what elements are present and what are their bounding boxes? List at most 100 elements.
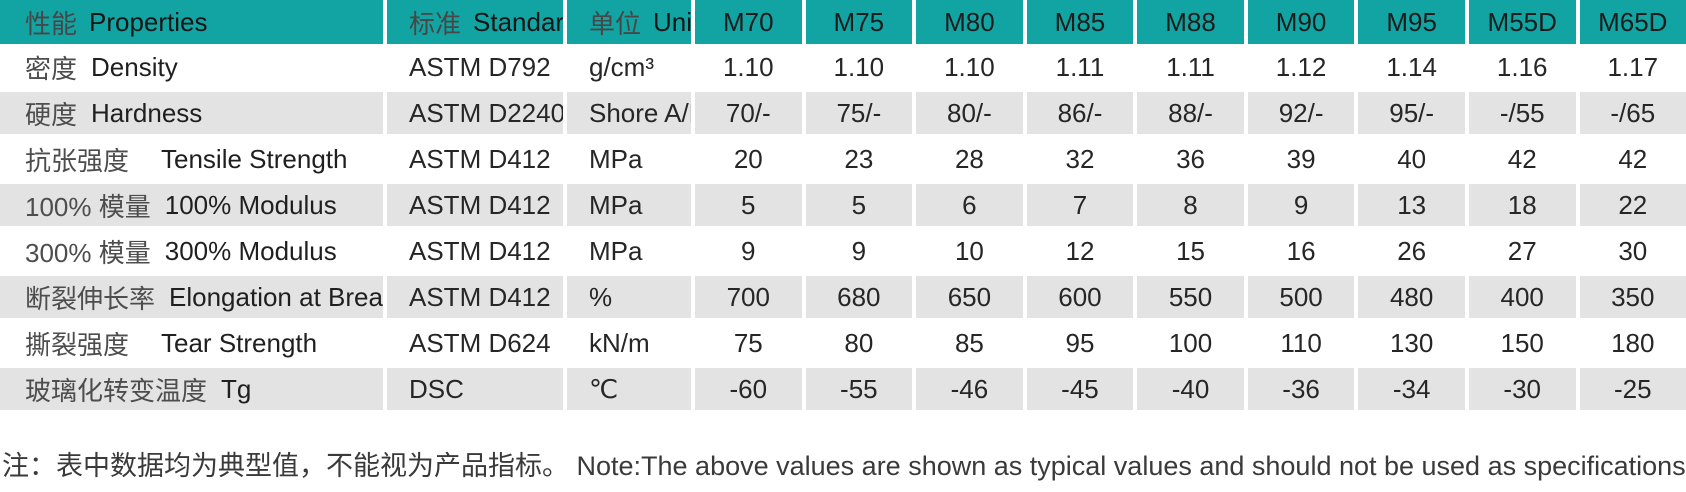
value-cell: -45 [1026, 368, 1138, 414]
value-cell: 180 [1579, 322, 1686, 368]
table-row: 密度 Density ASTM D792 g/cm³ 1.10 1.10 1.10 1.11 1… [0, 46, 1686, 92]
unit-cell: kN/m [567, 322, 695, 368]
value-cell: 95/- [1358, 92, 1469, 138]
value-cell: -/55 [1468, 92, 1580, 138]
value-cell: 9 [695, 230, 806, 276]
property-name-cn: 撕裂强度 [25, 329, 130, 360]
standard-cell: DSC [387, 368, 567, 414]
unit-cell: % [567, 276, 695, 322]
value-cell: 150 [1468, 322, 1580, 368]
property-name-cn: 100% 模量 [25, 191, 151, 222]
value-cell: 27 [1468, 230, 1580, 276]
property-name-en: Tear Strength [161, 327, 318, 358]
value-cell: -46 [916, 368, 1027, 414]
header-cell-standard: 标准 Standard [387, 0, 567, 46]
property-name-cn: 硬度 [25, 99, 78, 130]
property-cell: 100% 模量 100% Modulus [0, 184, 387, 230]
value-cell: 10 [916, 230, 1027, 276]
property-name-cn: 玻璃化转变温度 [25, 375, 208, 406]
value-cell: 23 [805, 138, 917, 184]
table-header: 性能 Properties 标准 Standard 单位 Unit M70M75… [0, 0, 1686, 46]
value-cell: 6 [916, 184, 1027, 230]
value-cell: -40 [1137, 368, 1248, 414]
standard-cell: ASTM D412 [387, 184, 567, 230]
property-name-en: Tensile Strength [161, 143, 348, 174]
header-cell-model: M80 [916, 0, 1027, 46]
header-properties-cn: 性能 [25, 8, 78, 39]
value-cell: 85 [916, 322, 1027, 368]
value-cell: 1.10 [695, 46, 806, 92]
value-cell: 130 [1358, 322, 1469, 368]
header-cell-model: M88 [1137, 0, 1248, 46]
value-cell: 42 [1468, 138, 1580, 184]
table-row: 100% 模量 100% Modulus ASTM D412 MPa 5 5 6 7 8 9 13 1… [0, 184, 1686, 230]
value-cell: 1.17 [1579, 46, 1686, 92]
table-row: 撕裂强度 Tear Strength ASTM D624 kN/m 75 80 85 95 10… [0, 322, 1686, 368]
header-cell-model: M65D [1579, 0, 1686, 46]
property-cell: 玻璃化转变温度 Tg [0, 368, 387, 414]
property-name-en: Tg [221, 373, 252, 404]
datasheet-table: 性能 Properties 标准 Standard 单位 Unit M70M75… [0, 0, 1686, 414]
header-properties-en: Properties [89, 6, 208, 37]
header-cell-unit: 单位 Unit [567, 0, 695, 46]
value-cell: -55 [805, 368, 917, 414]
value-cell: 30 [1579, 230, 1686, 276]
standard-cell: ASTM D792 [387, 46, 567, 92]
value-cell: 26 [1358, 230, 1469, 276]
header-cell-model: M55D [1468, 0, 1580, 46]
value-cell: 480 [1358, 276, 1469, 322]
value-cell: 5 [805, 184, 917, 230]
unit-cell: MPa [567, 230, 695, 276]
header-cell-model: M95 [1358, 0, 1469, 46]
property-name-en: Density [91, 51, 178, 82]
value-cell: 15 [1137, 230, 1248, 276]
standard-cell: ASTM D412 [387, 276, 567, 322]
property-name-en: Hardness [91, 97, 203, 128]
value-cell: -30 [1468, 368, 1580, 414]
table-row: 抗张强度 Tensile Strength ASTM D412 MPa 20 23 28 32… [0, 138, 1686, 184]
value-cell: 1.10 [916, 46, 1027, 92]
value-cell: 16 [1247, 230, 1359, 276]
value-cell: 28 [916, 138, 1027, 184]
table-row: 断裂伸长率 Elongation at Break ASTM D412% 700 680… [0, 276, 1686, 322]
property-cell: 撕裂强度 Tear Strength [0, 322, 387, 368]
value-cell: 80 [805, 322, 917, 368]
value-cell: -60 [695, 368, 806, 414]
header-unit-cn: 单位 [589, 8, 642, 39]
value-cell: 39 [1247, 138, 1359, 184]
unit-cell: MPa [567, 184, 695, 230]
property-name-en: 100% Modulus [164, 189, 337, 220]
value-cell: 75 [695, 322, 806, 368]
standard-cell: ASTM D412 [387, 230, 567, 276]
value-cell: 100 [1137, 322, 1248, 368]
header-cell-model: M70 [695, 0, 806, 46]
property-name-cn: 抗张强度 [25, 145, 130, 176]
value-cell: 7 [1026, 184, 1138, 230]
value-cell: 650 [916, 276, 1027, 322]
value-cell: 40 [1358, 138, 1469, 184]
value-cell: 550 [1137, 276, 1248, 322]
value-cell: -25 [1579, 368, 1686, 414]
property-cell: 密度 Density [0, 46, 387, 92]
table-body: 密度 Density ASTM D792 g/cm³ 1.10 1.10 1.10 1.11 1… [0, 46, 1686, 414]
table-header-row: 性能 Properties 标准 Standard 单位 Unit M70M75… [0, 0, 1686, 46]
value-cell: 400 [1468, 276, 1580, 322]
property-cell: 300% 模量 300% Modulus [0, 230, 387, 276]
value-cell: 32 [1026, 138, 1138, 184]
value-cell: 22 [1579, 184, 1686, 230]
value-cell: 18 [1468, 184, 1580, 230]
value-cell: 95 [1026, 322, 1138, 368]
value-cell: 1.14 [1358, 46, 1469, 92]
property-name-cn: 断裂伸长率 [25, 283, 156, 314]
value-cell: 12 [1026, 230, 1138, 276]
value-cell: 500 [1247, 276, 1359, 322]
property-cell: 断裂伸长率 Elongation at Break [0, 276, 387, 322]
standard-cell: ASTM D2240 [387, 92, 567, 138]
value-cell: 1.12 [1247, 46, 1359, 92]
unit-cell: MPa [567, 138, 695, 184]
value-cell: 700 [695, 276, 806, 322]
value-cell: 350 [1579, 276, 1686, 322]
value-cell: 110 [1247, 322, 1359, 368]
property-name-cn: 密度 [25, 53, 78, 84]
